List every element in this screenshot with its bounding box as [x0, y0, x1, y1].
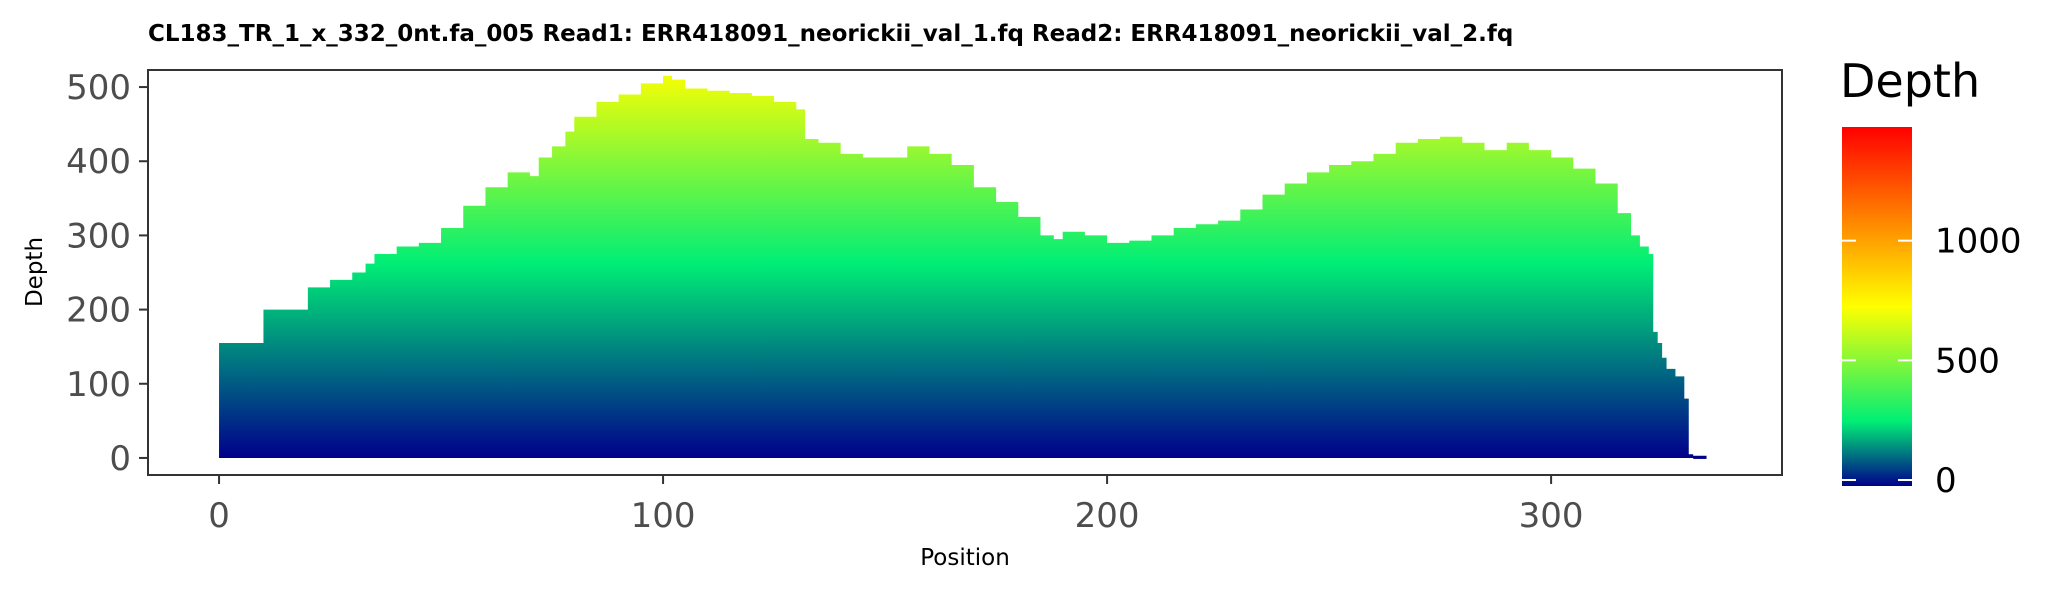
depth-area — [219, 75, 1711, 459]
y-tick-label: 200 — [66, 291, 131, 331]
y-axis: 0 100 200 300 400 500 — [66, 68, 148, 479]
x-tick-label: 300 — [1519, 496, 1584, 536]
legend-ticks: 0 500 1000 — [1842, 222, 2022, 501]
legend-title: Depth — [1840, 54, 1980, 108]
depth-area-path — [219, 75, 1711, 458]
x-axis-title: Position — [920, 545, 1010, 571]
x-tick-label: 200 — [1075, 496, 1140, 536]
legend-colorbar — [1842, 127, 1912, 486]
legend-tick-label: 500 — [1935, 341, 2000, 381]
chart-title: CL183_TR_1_x_332_0nt.fa_005 Read1: ERR41… — [148, 21, 1513, 47]
x-axis: 0 100 200 300 — [208, 475, 1584, 536]
y-tick-label: 500 — [66, 68, 131, 108]
y-axis-title: Depth — [22, 237, 48, 307]
y-tick-label: 300 — [66, 216, 131, 256]
depth-legend: Depth 0 500 1000 — [1840, 54, 2022, 501]
x-tick-label: 100 — [631, 496, 696, 536]
legend-tick-label: 0 — [1935, 461, 1957, 501]
y-tick-label: 0 — [109, 439, 131, 479]
panel-border — [147, 69, 1783, 476]
y-tick-label: 400 — [66, 142, 131, 182]
legend-tick-label: 1000 — [1935, 222, 2022, 262]
y-tick-label: 100 — [66, 365, 131, 405]
x-tick-label: 0 — [208, 496, 230, 536]
